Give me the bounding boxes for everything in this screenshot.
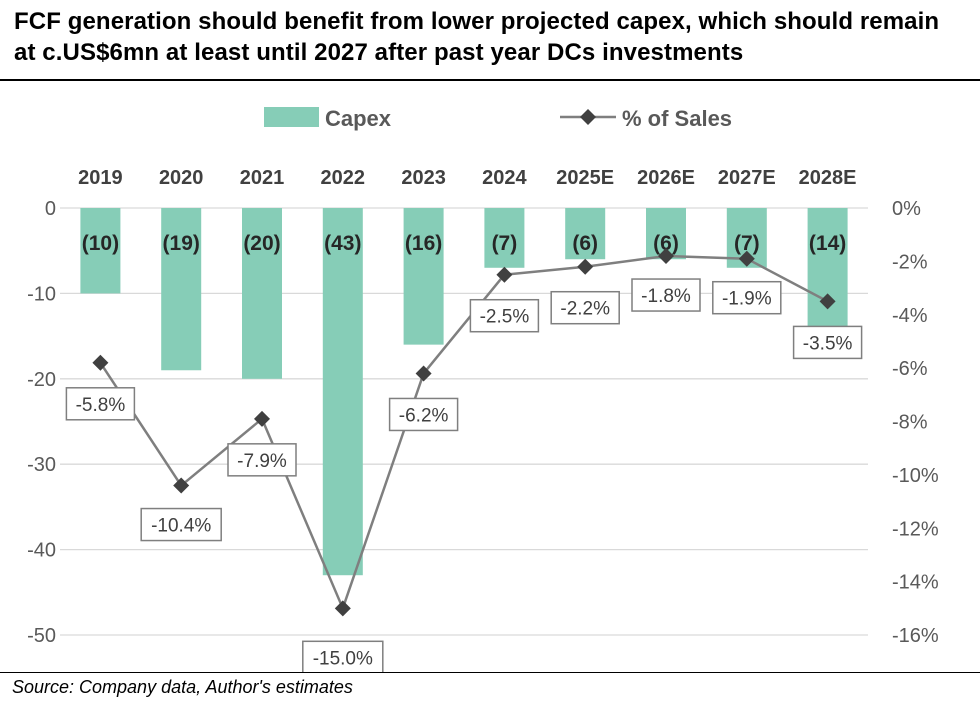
right-tick-label: -4% [892,305,928,327]
left-tick-label: -10 [27,283,56,305]
source-divider [0,672,980,673]
pct-data-label: -10.4% [151,516,211,537]
pct-data-label: -3.5% [803,333,853,354]
right-tick-label: -14% [892,572,939,594]
pct-label-box [302,640,384,672]
category-label: 2021 [240,167,285,189]
right-tick-label: -8% [892,412,928,434]
sales-pct-marker [819,293,836,310]
legend-diamond-icon [580,109,596,125]
left-tick-label: -30 [27,454,56,476]
pct-label-box [227,443,297,477]
right-tick-label: -12% [892,518,939,540]
sales-pct-marker [496,266,513,283]
capex-data-label: (10) [82,232,119,255]
left-tick-label: -50 [27,625,56,647]
category-label: 2025E [556,167,614,189]
capex-bar [322,208,363,576]
capex-bar [242,208,282,379]
pct-label-box [631,278,701,312]
right-tick-label: -10% [892,465,939,487]
category-label: 2019 [78,167,123,189]
right-tick-label: 0% [892,198,921,220]
left-tick-label: 0 [45,198,56,220]
pct-label-box [65,387,136,421]
pct-label-box [388,397,459,432]
capex-data-label: (7) [492,232,518,255]
sales-pct-marker [254,410,270,427]
capex-bar [565,208,606,260]
left-axis: 0 -10 -20 -30 -40 -50 [27,198,56,647]
category-label: 2026E [637,167,695,189]
capex-bar [807,208,848,328]
right-tick-label: -16% [892,625,939,647]
pct-label-box [712,280,782,315]
capex-chart: 0 -10 -20 -30 -40 -50 0% -2% -4% -6% -8% -10% -12% -… [27,106,939,672]
capex-bars: (10) (19) (20) (43) (16) (7) (6) (6) (7) (14) [80,208,848,576]
sales-pct-marker [334,600,351,617]
capex-data-label: (20) [243,232,280,255]
category-label: 2023 [401,167,446,189]
capex-bar [80,208,121,294]
right-axis: 0% -2% -4% -6% -8% -10% -12% -14% -16% [892,198,939,647]
right-tick-label: -2% [892,251,928,273]
sales-pct-marker [577,258,594,275]
left-tick-label: -40 [27,540,56,562]
pct-data-label: -1.8% [641,286,691,307]
capex-data-label: (19) [163,232,200,255]
category-label: 2024 [482,167,527,189]
capex-data-label: (6) [572,232,598,255]
sales-pct-line: -5.8% -10.4% -7.9% -15.0% -6.2% -2.5% -2.2% -1.… [65,248,863,672]
sales-pct-marker [415,365,432,382]
source-note: Source: Company data, Author's estimates [12,677,353,697]
capex-data-label: (43) [324,232,361,255]
pct-data-label: -1.9% [722,289,772,310]
pct-data-label: -2.5% [480,307,530,328]
sales-pct-marker [92,354,109,371]
capex-data-label: (6) [653,232,679,255]
sales-pct-marker [173,477,190,494]
right-tick-label: -6% [892,358,928,380]
legend-capex-swatch [264,107,319,127]
capex-bar [403,208,444,345]
sales-pct-series-line [99,254,829,610]
category-label: 2028E [799,167,857,189]
category-axis: 2019 2020 2021 2022 2023 2024 2025E 2026E 2027E 2… [78,167,856,189]
sales-pct-marker [658,248,674,265]
capex-bar [484,208,525,268]
legend-sales-label: % of Sales [622,106,732,131]
pct-data-label: -6.2% [399,405,449,426]
capex-data-label: (7) [734,232,760,255]
pct-data-label: -5.8% [76,395,126,416]
capex-data-label: (14) [809,232,846,255]
pct-data-label: -15.0% [313,648,373,669]
chart-title: FCF generation should benefit from lower… [14,8,940,66]
pct-data-label: -2.2% [560,299,610,320]
category-label: 2022 [321,167,366,189]
left-tick-label: -20 [27,369,56,391]
capex-bar [161,208,202,371]
pct-label-box [469,298,540,333]
pct-label-box [550,290,620,325]
legend-capex-label: Capex [325,106,392,131]
category-label: 2027E [718,167,776,189]
sales-pct-marker [738,250,755,267]
legend: Capex % of Sales [264,106,732,131]
pct-label-box [140,507,222,542]
capex-data-label: (16) [405,232,442,255]
category-label: 2020 [159,167,204,189]
title-divider [0,79,980,81]
pct-data-label: -7.9% [237,451,287,472]
pct-label-box [792,325,863,360]
